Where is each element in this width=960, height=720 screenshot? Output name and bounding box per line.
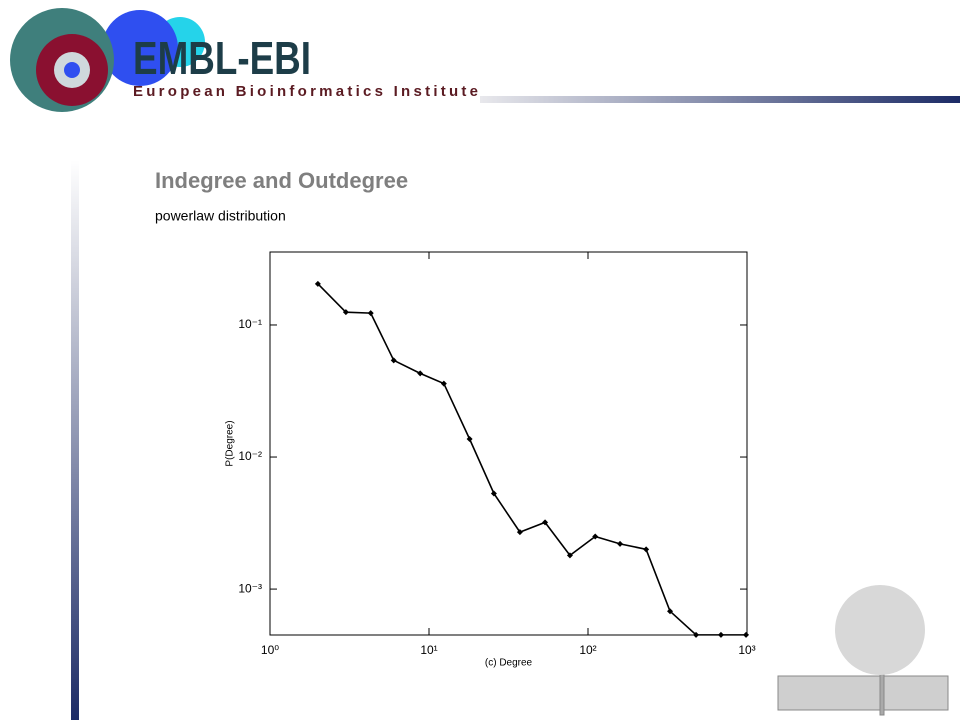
data-point [743,631,750,638]
y-tick-label: 10⁻² [238,449,262,463]
side-rule [71,160,79,720]
slide-subtitle: powerlaw distribution [155,208,286,224]
data-point [717,631,724,638]
data-point [466,435,473,442]
data-point [516,529,523,536]
logo-title: EMBL-EBI [133,32,311,84]
data-point [643,546,650,553]
building [777,585,949,716]
chart: 10⁰ 10¹ 10² 10³ 10⁻³ 10⁻² 10⁻¹ (c) Degree P(Degr… [225,251,756,669]
data-point [342,309,349,316]
slide-title: Indegree and Outdegree [155,168,408,193]
data-point [440,380,447,387]
data-point [566,552,573,559]
data-point [417,370,424,377]
y-tick-label: 10⁻³ [238,581,262,595]
data-point [667,608,674,615]
x-axis-label: (c) Degree [485,658,533,669]
header-rule [480,96,960,103]
data-point [617,540,624,547]
plot-frame [269,251,748,636]
data-point [314,280,321,287]
y-tick-label: 10⁻¹ [238,317,262,331]
data-line [317,283,747,636]
data-point [490,490,497,497]
data-point [693,631,700,638]
data-point [390,357,397,364]
data-point [592,533,599,540]
x-tick-label: 10¹ [420,643,437,657]
x-tick-label: 10² [579,643,596,657]
x-tick-label: 10⁰ [261,643,279,657]
logo [10,8,205,112]
data-point [367,310,374,317]
y-axis-label: P(Degree) [225,420,236,466]
logo-subtitle: European Bioinformatics Institute [133,83,478,100]
x-tick-label: 10³ [738,643,755,657]
data-point [542,519,549,526]
